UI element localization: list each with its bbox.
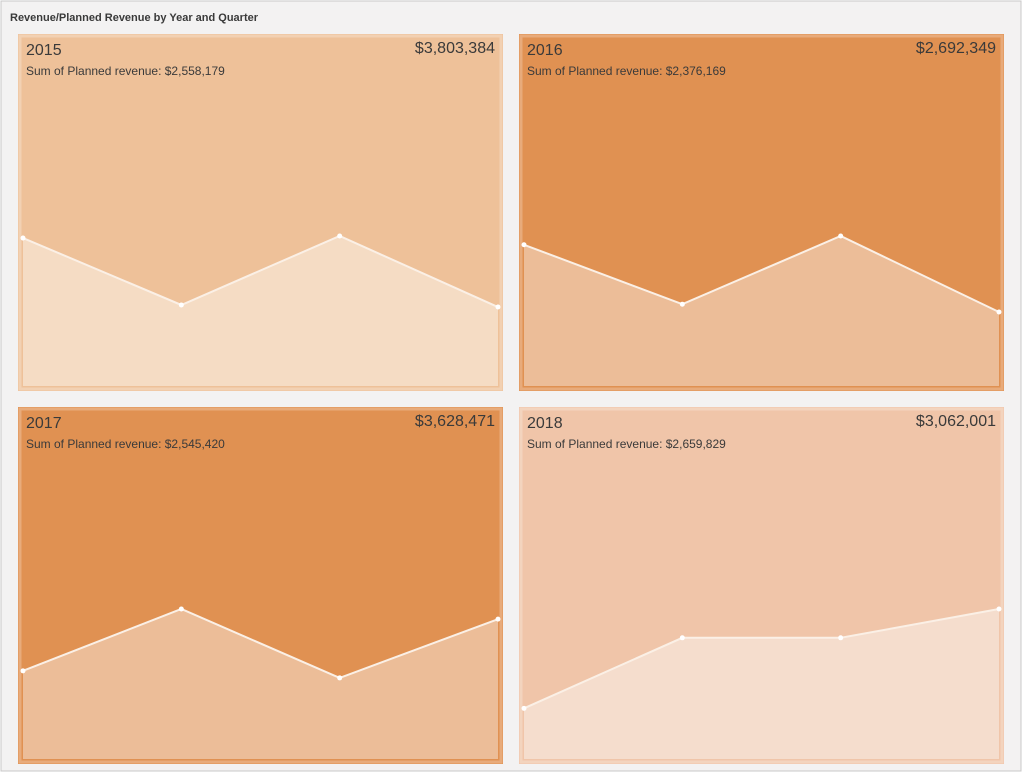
tile-total: $2,692,349 (916, 40, 996, 57)
tile-subtitle: Sum of Planned revenue: $2,545,420 (26, 437, 225, 451)
line (22, 234, 499, 308)
tile-border (519, 34, 1004, 391)
point (679, 635, 685, 641)
tile-title: 2017 (26, 415, 62, 432)
tile-title: 2015 (26, 42, 62, 59)
tile-subtitle: Sum of Planned revenue: $2,659,829 (527, 437, 726, 451)
panel-title: Revenue/Planned Revenue by Year and Quar… (10, 12, 259, 24)
point (20, 668, 26, 674)
point (838, 233, 844, 239)
point (521, 705, 527, 711)
point (679, 301, 685, 307)
point (178, 302, 184, 308)
point (495, 616, 501, 622)
point (337, 675, 343, 681)
point (996, 606, 1002, 612)
point (178, 606, 184, 612)
point (337, 233, 343, 239)
area (524, 609, 999, 759)
tile-border (519, 407, 1004, 764)
tile-subtitle: Sum of Planned revenue: $2,558,179 (26, 64, 225, 78)
point (838, 635, 844, 641)
line (22, 607, 499, 679)
tile-subtitle: Sum of Planned revenue: $2,376,169 (527, 64, 726, 78)
tile-total: $3,803,384 (415, 40, 495, 57)
area (23, 609, 498, 759)
tile-border (18, 34, 503, 391)
point (495, 304, 501, 310)
area (23, 236, 498, 386)
tile-title: 2016 (527, 42, 563, 59)
tile-total: $3,062,001 (916, 413, 996, 430)
area (524, 236, 999, 386)
tile-total: $3,628,471 (415, 413, 495, 430)
point (20, 235, 26, 241)
line (523, 234, 1000, 313)
point (521, 242, 527, 248)
tile-title: 2018 (527, 415, 563, 432)
line (523, 608, 1000, 710)
point (996, 309, 1002, 315)
tile-border (18, 407, 503, 764)
